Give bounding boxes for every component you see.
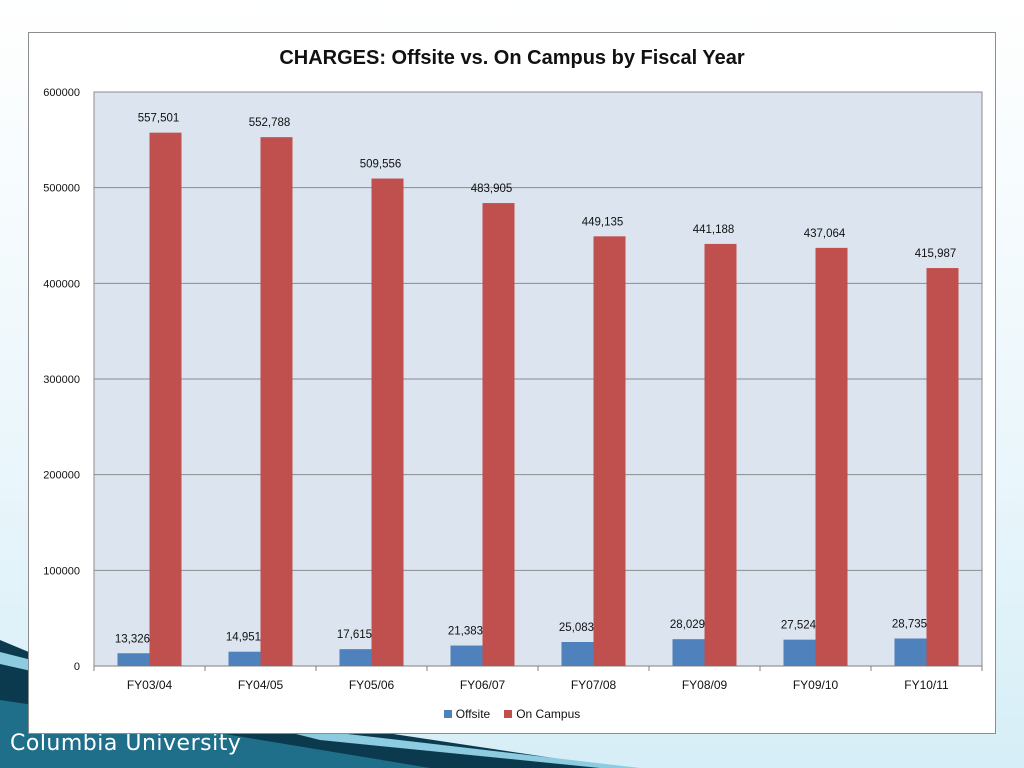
bar-on-campus [704, 243, 737, 666]
data-label-on-campus: 415,987 [915, 248, 957, 260]
data-label-on-campus: 483,905 [471, 183, 513, 195]
bar-offsite [783, 639, 816, 666]
data-label-on-campus: 437,064 [804, 228, 846, 240]
y-tick-label: 100000 [43, 565, 80, 577]
bar-on-campus [260, 137, 293, 666]
data-label-offsite: 14,951 [226, 632, 261, 644]
legend-item-offsite: Offsite [443, 707, 491, 721]
data-label-offsite: 13,326 [115, 633, 150, 645]
data-label-offsite: 28,735 [892, 619, 927, 631]
data-label-offsite: 28,029 [670, 619, 705, 631]
chart-legend: Offsite On Campus [29, 707, 995, 721]
bar-offsite [117, 653, 150, 666]
y-tick-label: 300000 [43, 374, 80, 386]
x-tick-label: FY08/09 [682, 678, 728, 692]
data-label-offsite: 27,524 [781, 620, 817, 632]
chart-canvas: 0 100000 200000 300000 400000 500000 600000 FY0… [43, 87, 983, 692]
data-label-on-campus: 449,135 [582, 216, 624, 228]
data-label-on-campus: 509,556 [360, 159, 402, 171]
bar-on-campus [815, 247, 848, 667]
bar-offsite [561, 642, 594, 666]
x-tick-label: FY07/08 [571, 678, 617, 692]
y-tick-label: 200000 [43, 470, 80, 482]
bar-offsite [894, 638, 927, 666]
bar-on-campus [371, 178, 404, 666]
x-tick-label: FY06/07 [460, 678, 506, 692]
y-tick-label: 600000 [43, 87, 80, 99]
legend-label-on-campus: On Campus [516, 707, 581, 721]
footer-organization: Columbia University [10, 731, 242, 756]
y-tick-label: 500000 [43, 183, 80, 195]
data-label-offsite: 21,383 [448, 626, 483, 638]
bar-on-campus [593, 236, 626, 666]
data-label-offsite: 17,615 [337, 629, 372, 641]
data-label-offsite: 25,083 [559, 622, 594, 634]
x-tick-label: FY09/10 [793, 678, 839, 692]
bar-on-campus [482, 203, 515, 666]
legend-label-offsite: Offsite [455, 707, 491, 721]
x-tick-label: FY03/04 [127, 678, 173, 692]
legend-swatch-on-campus [504, 710, 513, 718]
data-label-on-campus: 441,188 [693, 224, 735, 236]
y-tick-label: 0 [74, 661, 80, 673]
legend-item-on-campus: On Campus [504, 707, 580, 721]
x-tick-label: FY10/11 [904, 678, 949, 692]
bar-on-campus [926, 268, 959, 666]
x-tick-label: FY05/06 [349, 678, 395, 692]
bar-on-campus [149, 132, 182, 667]
bar-offsite [339, 649, 372, 666]
data-label-on-campus: 552,788 [249, 117, 291, 129]
chart-panel: CHARGES: Offsite vs. On Campus by Fiscal… [28, 32, 996, 734]
bar-offsite [672, 639, 705, 666]
x-tick-label: FY04/05 [238, 678, 284, 692]
chart-title: CHARGES: Offsite vs. On Campus by Fiscal… [279, 47, 745, 69]
bar-offsite [450, 645, 483, 666]
legend-swatch-offsite [443, 710, 452, 718]
bar-offsite [228, 651, 261, 666]
y-tick-label: 400000 [43, 278, 80, 290]
data-label-on-campus: 557,501 [138, 113, 180, 125]
